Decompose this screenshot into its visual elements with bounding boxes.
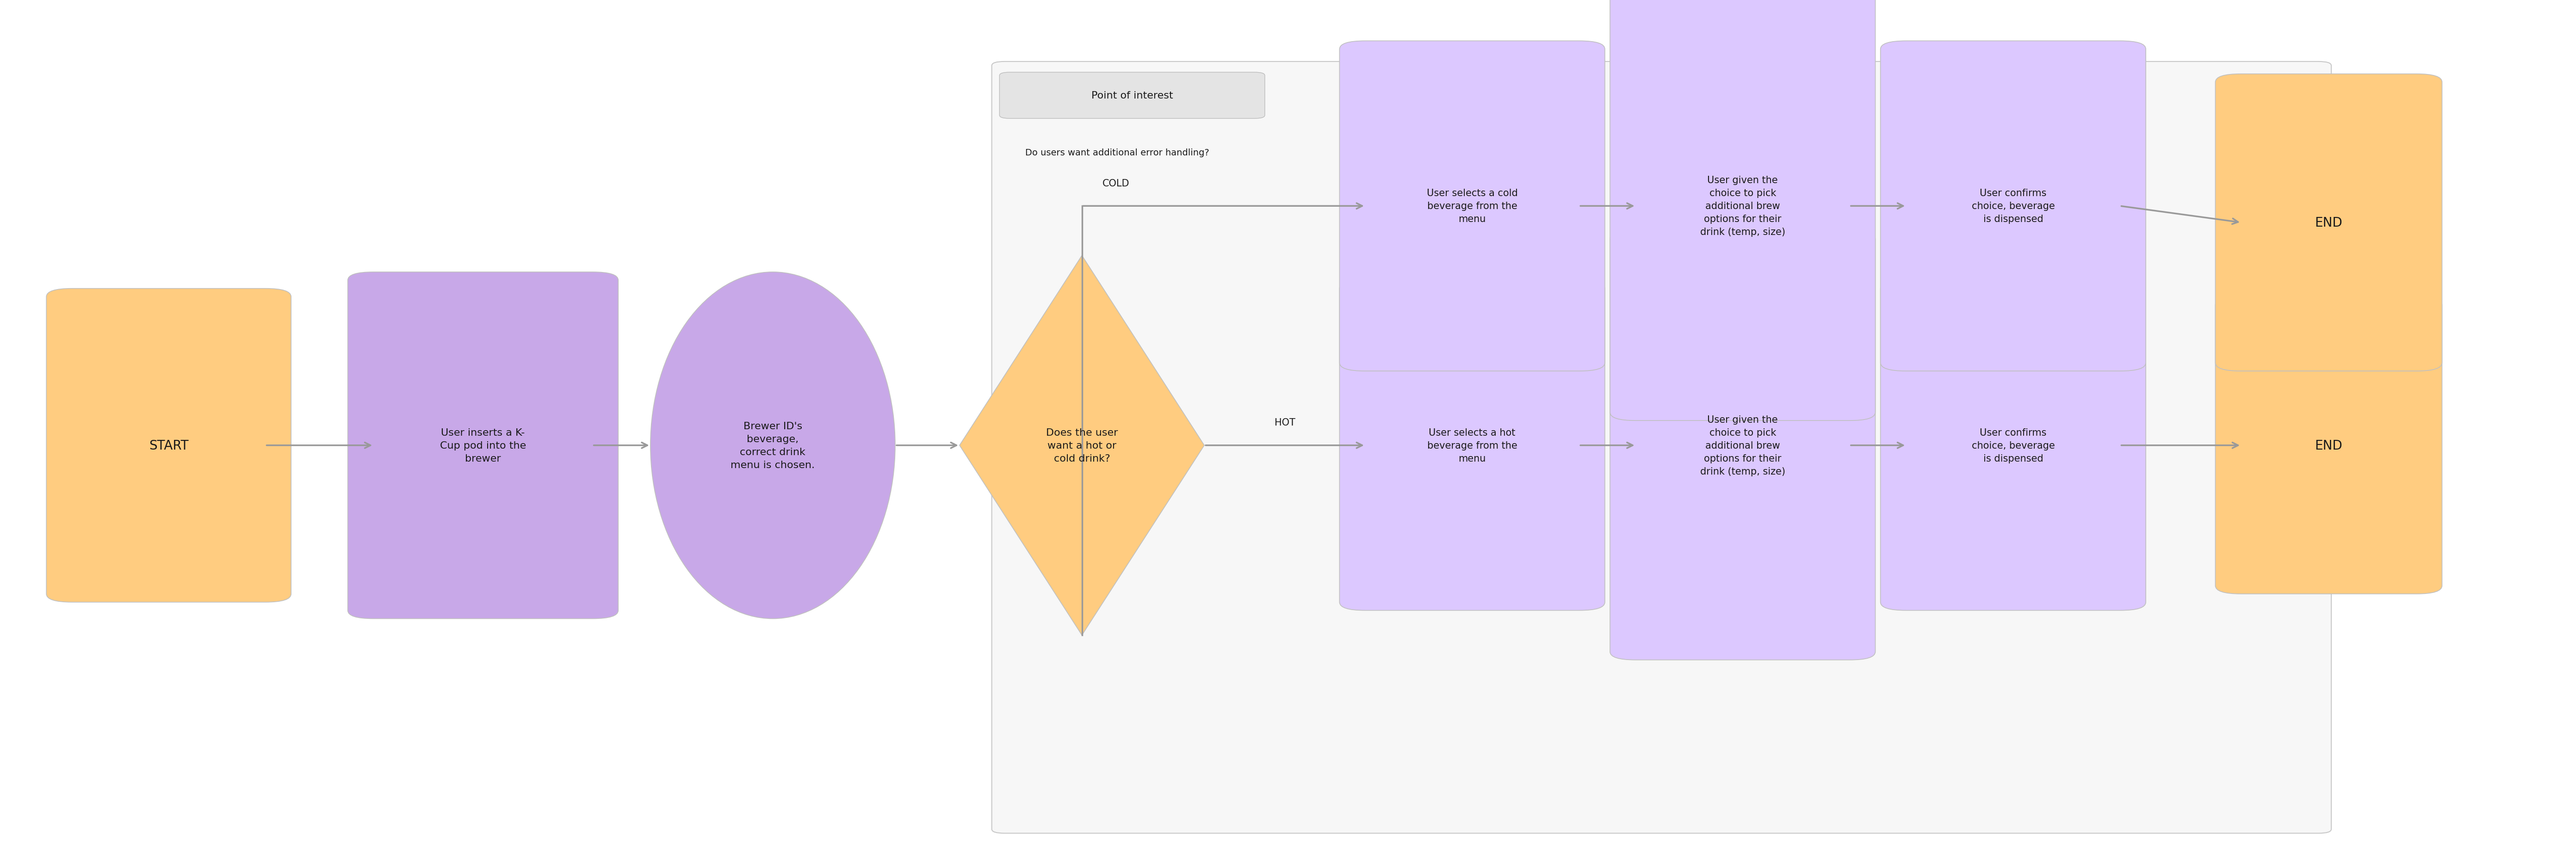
Text: Does the user
want a hot or
cold drink?: Does the user want a hot or cold drink? [1046, 428, 1118, 463]
Text: User confirms
choice, beverage
is dispensed: User confirms choice, beverage is dispen… [1971, 189, 2056, 224]
FancyBboxPatch shape [1340, 41, 1605, 372]
FancyBboxPatch shape [1610, 231, 1875, 660]
Text: Point of interest: Point of interest [1092, 91, 1172, 100]
FancyBboxPatch shape [46, 289, 291, 602]
FancyBboxPatch shape [2215, 297, 2442, 594]
Text: User given the
choice to pick
additional brew
options for their
drink (temp, siz: User given the choice to pick additional… [1700, 415, 1785, 476]
Polygon shape [958, 256, 1203, 635]
FancyBboxPatch shape [348, 272, 618, 619]
FancyBboxPatch shape [999, 73, 1265, 118]
Text: User inserts a K-
Cup pod into the
brewer: User inserts a K- Cup pod into the brewe… [440, 428, 526, 463]
Text: END: END [2316, 439, 2342, 452]
Text: User selects a cold
beverage from the
menu: User selects a cold beverage from the me… [1427, 189, 1517, 224]
FancyBboxPatch shape [1340, 281, 1605, 611]
Text: User selects a hot
beverage from the
menu: User selects a hot beverage from the men… [1427, 428, 1517, 463]
Text: HOT: HOT [1275, 418, 1296, 427]
Text: User confirms
choice, beverage
is dispensed: User confirms choice, beverage is dispen… [1971, 428, 2056, 463]
Text: Brewer ID's
beverage,
correct drink
menu is chosen.: Brewer ID's beverage, correct drink menu… [732, 421, 814, 469]
Text: Do users want additional error handling?: Do users want additional error handling? [1025, 148, 1208, 157]
FancyBboxPatch shape [992, 62, 2331, 833]
FancyBboxPatch shape [1610, 0, 1875, 420]
Text: User given the
choice to pick
additional brew
options for their
drink (temp, siz: User given the choice to pick additional… [1700, 176, 1785, 237]
Text: COLD: COLD [1103, 178, 1131, 188]
FancyBboxPatch shape [1880, 41, 2146, 372]
Ellipse shape [649, 272, 896, 619]
FancyBboxPatch shape [2215, 75, 2442, 372]
FancyBboxPatch shape [1880, 281, 2146, 611]
Text: START: START [149, 439, 188, 452]
Text: END: END [2316, 216, 2342, 229]
